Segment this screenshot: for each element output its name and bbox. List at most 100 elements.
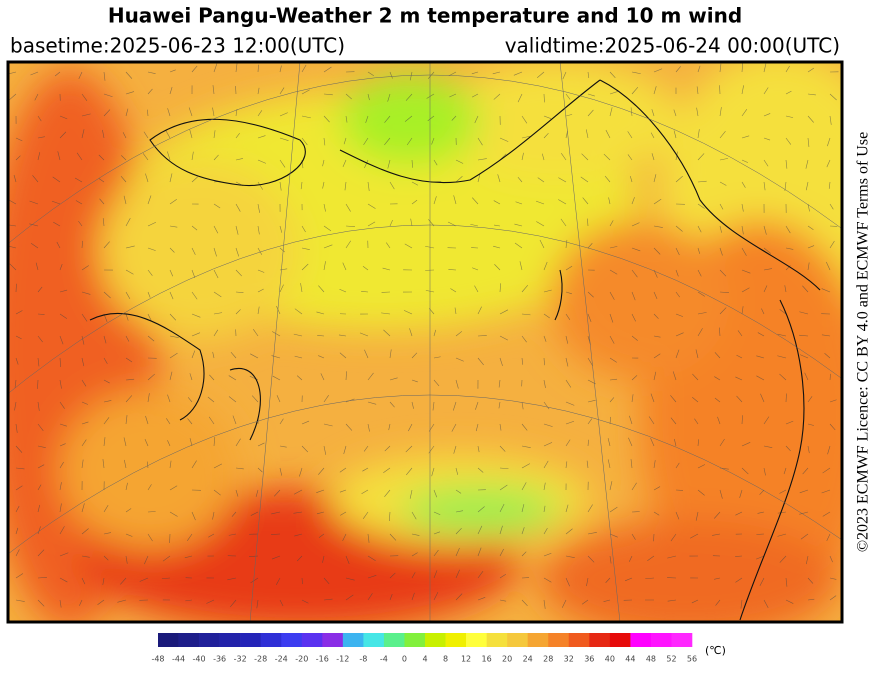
wind-arrow <box>387 93 391 102</box>
wind-arrow <box>455 357 464 362</box>
wind-arrow <box>474 285 479 293</box>
colorbar-tick-label: -8 <box>359 655 367 664</box>
wind-arrow <box>779 489 787 494</box>
wind-arrow <box>301 445 309 453</box>
wind-arrow <box>316 311 325 315</box>
wind-arrow <box>714 397 721 403</box>
wind-arrow <box>125 482 128 491</box>
colorbar-tick-label: -44 <box>172 655 185 664</box>
wind-arrow <box>57 151 61 161</box>
wind-arrow <box>167 151 171 161</box>
wind-arrow <box>191 247 196 255</box>
wind-arrow <box>631 87 639 95</box>
wind-arrow <box>81 93 88 101</box>
wind-arrow <box>345 594 354 601</box>
wind-arrow <box>276 577 281 585</box>
wind-arrow <box>629 415 633 425</box>
colorbar-tick-label: 56 <box>687 655 697 664</box>
wind-arrow <box>450 288 457 293</box>
wind-arrow <box>455 569 460 579</box>
wind-arrow <box>493 200 501 205</box>
wind-arrow <box>779 373 787 381</box>
wind-arrow <box>367 423 370 432</box>
wind-arrow <box>207 396 215 403</box>
colorbar-segment <box>342 633 364 647</box>
wind-arrow <box>362 467 369 472</box>
colorbar-tick-label: 52 <box>666 655 676 664</box>
wind-arrow <box>675 175 683 183</box>
wind-arrow <box>763 181 766 191</box>
wind-arrow <box>697 439 699 447</box>
wind-arrow <box>15 137 23 142</box>
wind-arrow <box>9 263 17 271</box>
wind-arrow <box>756 355 765 359</box>
wind-arrow <box>103 93 113 98</box>
colorbar-segment <box>301 633 323 647</box>
wind-arrow <box>735 577 743 583</box>
colorbar-segment <box>589 633 611 647</box>
wind-arrow <box>498 379 501 388</box>
colorbar-segment <box>404 633 426 647</box>
wind-arrow <box>147 533 153 542</box>
wind-arrow <box>279 268 288 271</box>
wind-arrow <box>185 599 193 602</box>
wind-arrow <box>431 137 435 145</box>
wind-arrow <box>433 489 438 498</box>
wind-arrow <box>736 354 743 359</box>
wind-arrow <box>763 225 767 235</box>
wind-arrow <box>521 401 524 410</box>
wind-arrow <box>279 87 285 95</box>
wind-arrow <box>763 159 769 167</box>
wind-arrow <box>15 335 22 340</box>
wind-arrow <box>339 489 347 493</box>
wind-arrow <box>301 115 311 119</box>
wind-arrow <box>301 420 310 425</box>
colorbar-tick-label: 28 <box>543 655 553 664</box>
wind-arrow <box>829 577 837 580</box>
wind-arrow <box>166 418 171 425</box>
wind-arrow <box>675 225 683 232</box>
wind-arrow <box>807 225 814 230</box>
wind-arrow <box>695 511 699 521</box>
wind-arrow <box>15 357 19 365</box>
wind-arrow <box>81 265 89 271</box>
wind-arrow <box>125 313 129 321</box>
wind-arrow <box>735 511 743 516</box>
map-frame <box>6 60 844 624</box>
wind-arrow <box>301 263 309 271</box>
wind-arrow <box>514 223 523 227</box>
wind-arrow <box>52 176 61 183</box>
wind-arrow <box>147 335 155 342</box>
wind-arrow <box>653 353 661 359</box>
wind-arrow <box>741 269 751 274</box>
wind-arrow <box>213 154 219 161</box>
wind-arrow <box>581 153 589 161</box>
wind-arrow <box>715 599 721 606</box>
wind-arrow <box>383 467 391 473</box>
wind-arrow <box>29 200 39 205</box>
wind-arrow <box>582 197 589 205</box>
wind-arrow <box>364 349 369 359</box>
wind-arrow <box>102 577 105 586</box>
wind-arrow <box>318 533 325 538</box>
wind-arrow <box>102 459 105 469</box>
wind-arrow <box>587 555 595 563</box>
wind-arrow <box>779 309 787 315</box>
wind-arrow <box>667 555 677 559</box>
wind-arrow <box>804 372 809 381</box>
wind-arrow <box>455 593 463 601</box>
wind-arrow <box>213 291 222 298</box>
wind-arrow <box>125 71 133 79</box>
wind-arrow <box>565 114 573 117</box>
wind-arrow <box>410 218 413 227</box>
colorbar-tick-label: 44 <box>625 655 635 664</box>
wind-arrow <box>169 460 172 469</box>
wind-arrow <box>125 415 128 425</box>
wind-arrow <box>59 263 63 271</box>
wind-arrow <box>675 332 684 337</box>
wind-arrow <box>587 243 593 249</box>
wind-arrow <box>256 599 259 609</box>
wind-arrow <box>433 591 439 601</box>
wind-arrow <box>382 267 391 271</box>
